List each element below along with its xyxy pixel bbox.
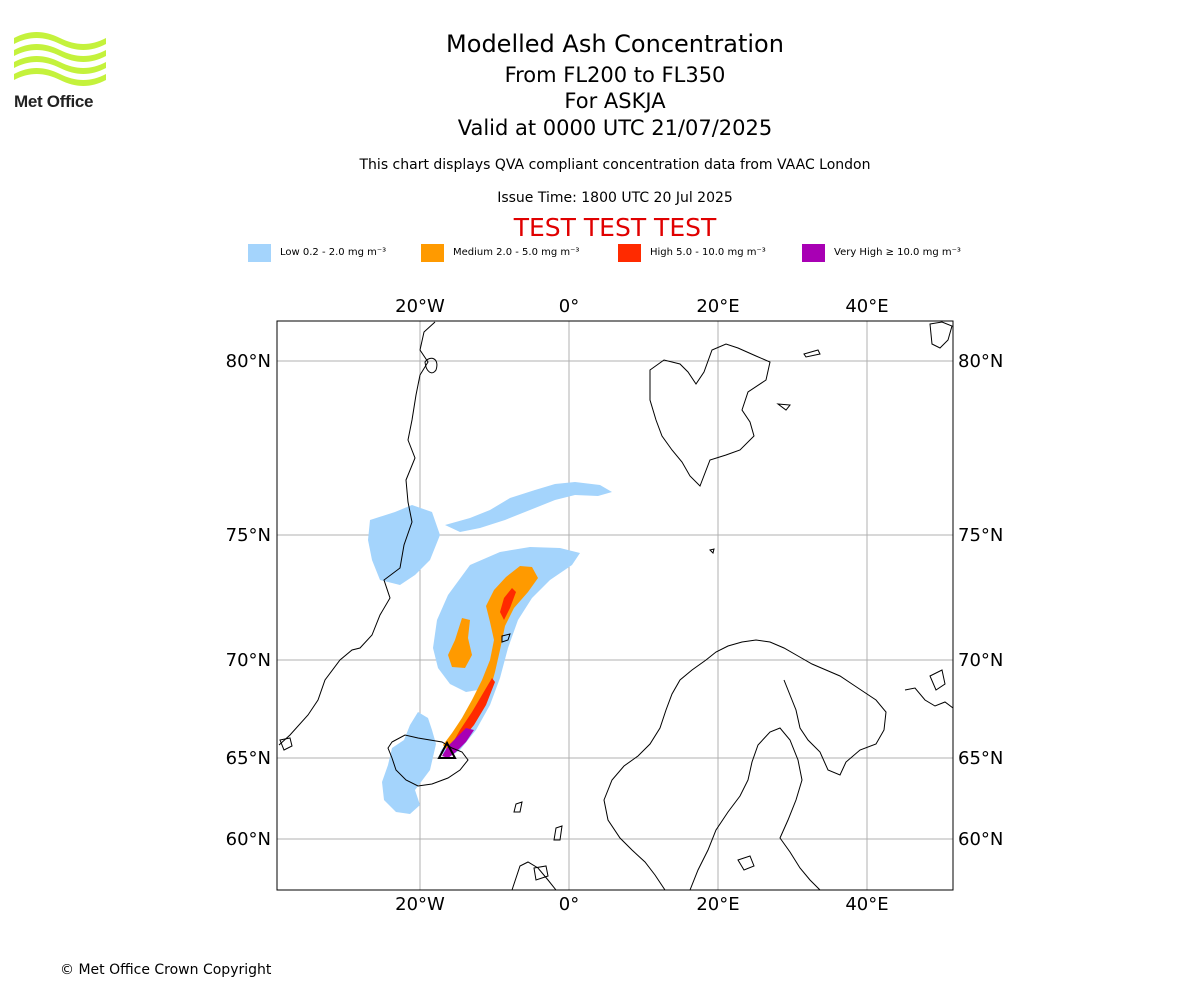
lon-tick-top-20e: 20°E [696,296,739,317]
ash-medium-region [443,566,538,750]
qva-note: This chart displays QVA compliant concen… [359,157,871,173]
met-office-logo-icon [14,32,106,86]
lat-tick-left-60n: 60°N [226,829,271,850]
lat-tick-left-75n: 75°N [226,525,271,546]
legend-swatch-medium [421,244,444,262]
lon-tick-bottom-0: 0° [559,894,579,915]
valid-time: Valid at 0000 UTC 21/07/2025 [457,116,773,140]
ash-low-region [368,482,612,814]
lat-tick-right-80n: 80°N [958,351,1003,372]
lat-tick-right-65n: 65°N [958,748,1003,769]
flight-level-range: From FL200 to FL350 [504,63,726,87]
volcano-triangle-marker [437,740,457,759]
ash-high-region [452,588,516,744]
map-gridlines [277,321,953,890]
lat-tick-left-80n: 80°N [226,351,271,372]
lon-tick-top-0: 0° [559,296,579,317]
legend-label-very-high: Very High ≥ 10.0 mg m⁻³ [834,247,961,258]
issue-time: Issue Time: 1800 UTC 20 Jul 2025 [497,190,733,206]
lat-tick-right-75n: 75°N [958,525,1003,546]
lon-tick-bottom-20e: 20°E [696,894,739,915]
legend-label-medium: Medium 2.0 - 5.0 mg m⁻³ [453,247,580,258]
volcano-name: For ASKJA [564,89,666,113]
lat-tick-right-60n: 60°N [958,829,1003,850]
legend-swatch-high [618,244,641,262]
met-office-logo-text: Met Office [14,92,94,111]
legend-swatch-low [248,244,271,262]
legend-label-high: High 5.0 - 10.0 mg m⁻³ [650,247,766,258]
lat-tick-left-70n: 70°N [226,650,271,671]
lon-tick-bottom-20w: 20°W [395,894,445,915]
legend-label-low: Low 0.2 - 2.0 mg m⁻³ [280,247,387,258]
test-banner: TEST TEST TEST [513,213,717,242]
lat-tick-left-65n: 65°N [226,748,271,769]
map-frame [276,320,954,891]
lon-tick-bottom-40e: 40°E [845,894,888,915]
copyright-footer: © Met Office Crown Copyright [60,962,272,978]
lon-tick-top-20w: 20°W [395,296,445,317]
coastlines [278,321,953,890]
lon-tick-top-40e: 40°E [845,296,888,317]
chart-title: Modelled Ash Concentration [446,30,784,58]
legend-swatch-very-high [802,244,825,262]
lat-tick-right-70n: 70°N [958,650,1003,671]
